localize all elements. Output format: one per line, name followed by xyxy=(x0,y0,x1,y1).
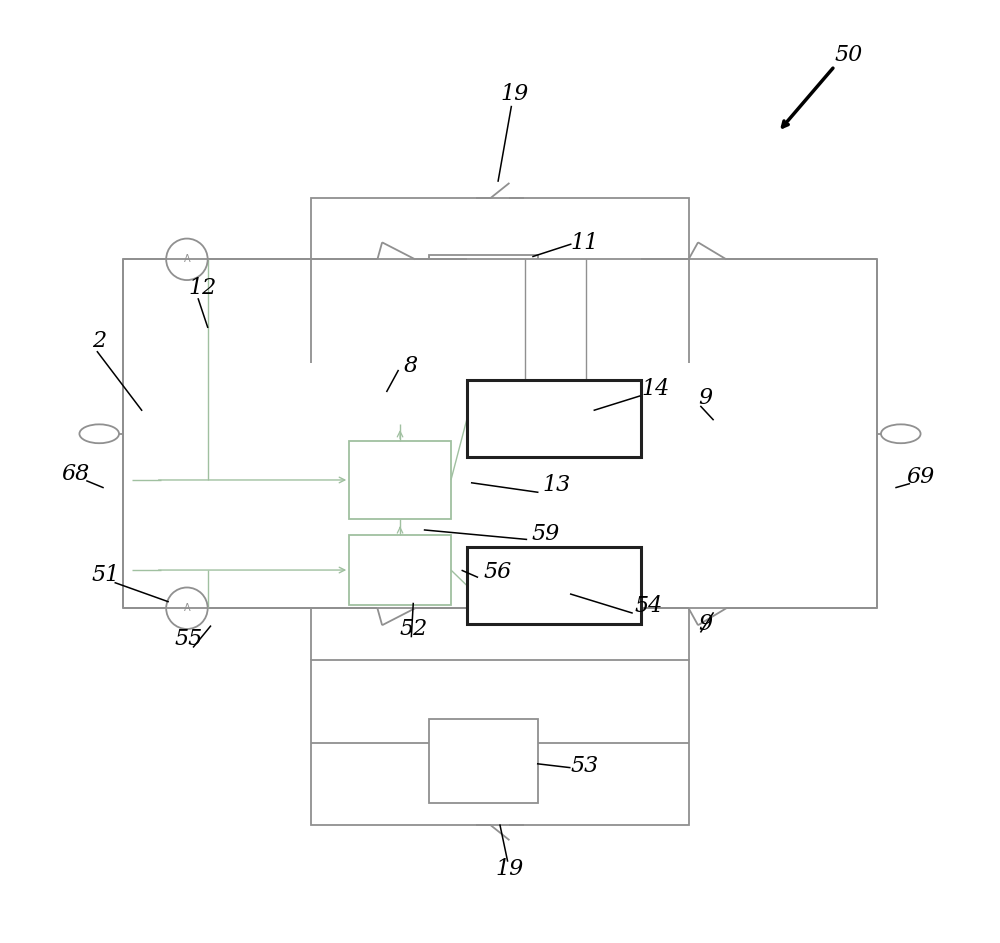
Bar xyxy=(123,259,877,608)
Text: 2: 2 xyxy=(92,330,106,353)
Text: 9: 9 xyxy=(699,613,713,636)
Text: 11: 11 xyxy=(571,232,599,255)
Bar xyxy=(349,535,451,605)
Text: 13: 13 xyxy=(542,473,571,496)
Text: A: A xyxy=(184,255,190,264)
Bar xyxy=(467,547,641,624)
Text: 55: 55 xyxy=(175,628,203,651)
Text: 56: 56 xyxy=(484,561,512,584)
Text: 53: 53 xyxy=(571,754,599,777)
Text: 59: 59 xyxy=(531,522,559,545)
Text: 50: 50 xyxy=(835,43,863,66)
Text: 68: 68 xyxy=(62,463,90,486)
Text: 19: 19 xyxy=(495,858,524,881)
Text: A: A xyxy=(184,604,190,613)
Bar xyxy=(429,255,538,339)
Bar xyxy=(467,380,641,457)
Text: 12: 12 xyxy=(189,276,217,299)
Text: 9: 9 xyxy=(699,387,713,409)
Text: 52: 52 xyxy=(399,618,427,640)
Bar xyxy=(429,719,538,803)
Bar xyxy=(311,198,689,363)
Text: 8: 8 xyxy=(403,355,417,377)
Bar xyxy=(311,660,689,825)
Text: 14: 14 xyxy=(641,377,670,400)
Text: 54: 54 xyxy=(635,595,663,618)
Text: 69: 69 xyxy=(906,466,935,488)
Text: 51: 51 xyxy=(92,564,120,587)
Text: 19: 19 xyxy=(500,83,528,106)
Bar xyxy=(349,441,451,519)
